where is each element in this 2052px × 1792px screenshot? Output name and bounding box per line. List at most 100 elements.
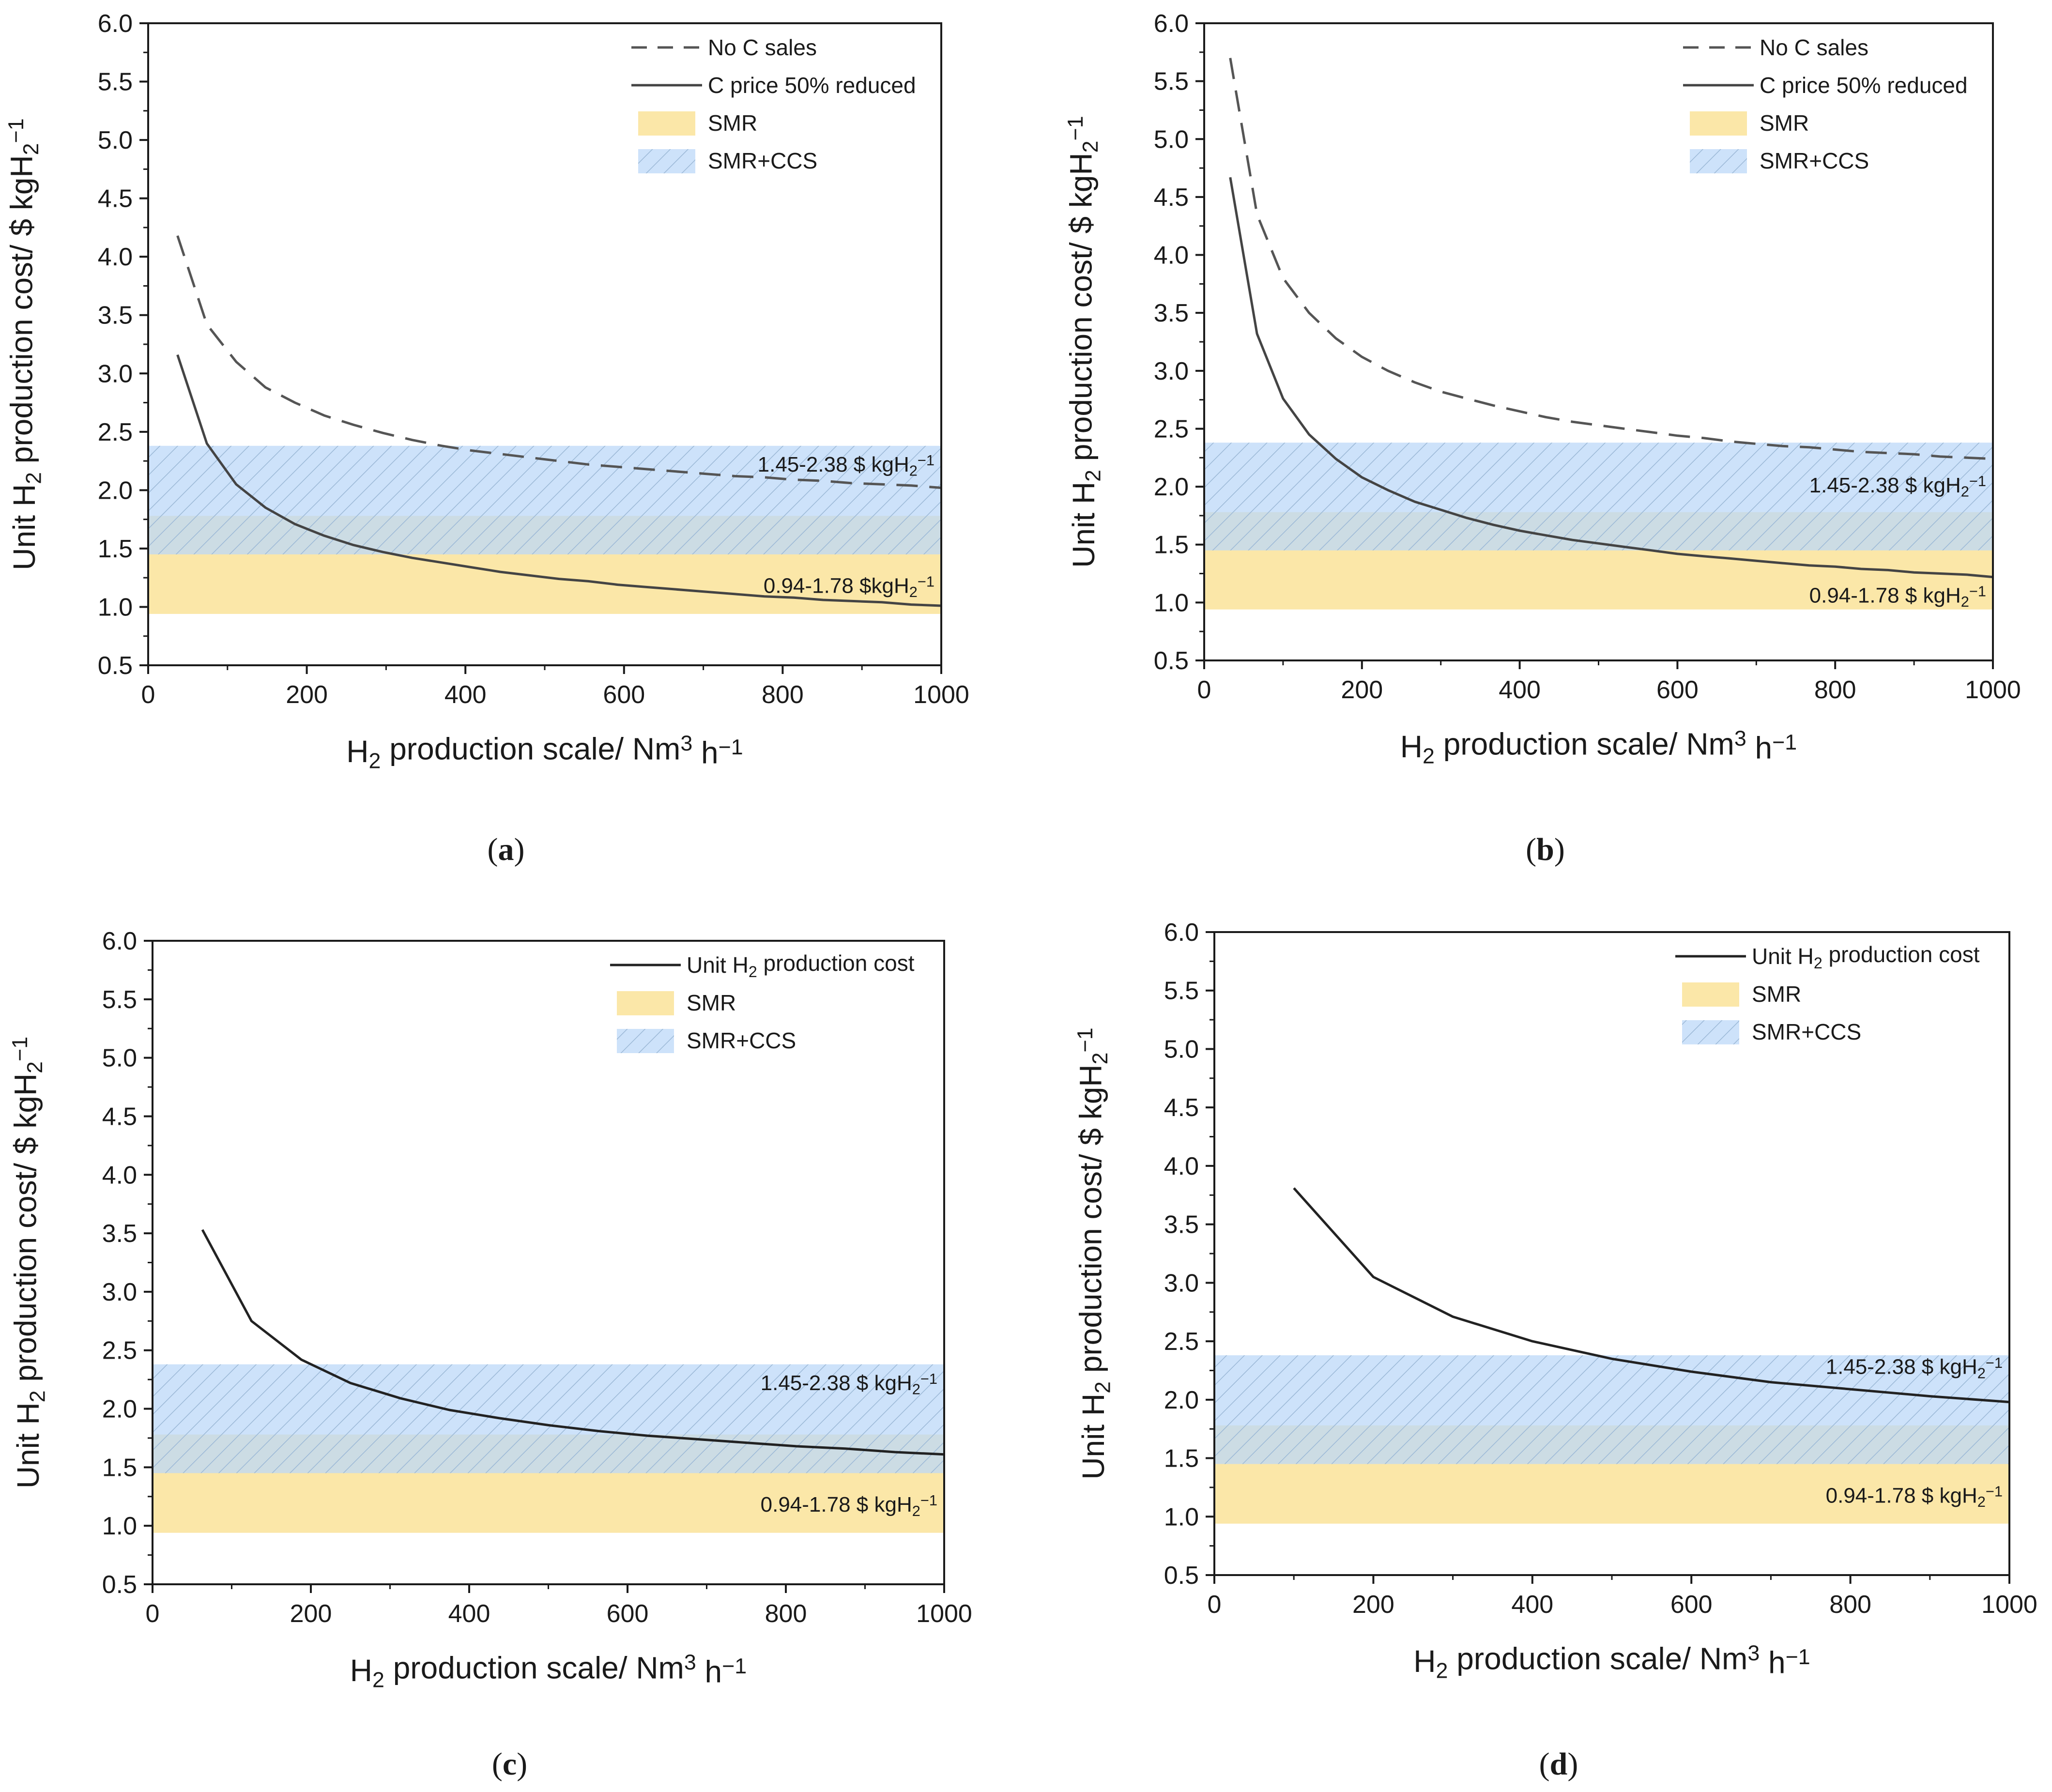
legend-label: Unit H2 production cost (1752, 942, 1980, 972)
band-label-smr: 0.94-1.78 $kgH2−1 (764, 573, 934, 601)
legend-label: SMR (1760, 110, 1809, 136)
x-axis-title: H2 production scale/ Nm3 h−1 (1400, 726, 1797, 768)
y-axis-title: Unit H2 production cost/ $ kgH2−1 (1073, 1027, 1115, 1479)
x-tick-label: 1000 (1965, 676, 2021, 704)
y-tick-label: 5.0 (98, 126, 133, 154)
series-line-c-price-50-reduced (176, 354, 942, 607)
x-tick-label: 200 (286, 681, 328, 709)
x-tick-label: 1000 (1981, 1591, 2037, 1619)
y-tick-label: 1.5 (1164, 1445, 1199, 1473)
y-axis-title: Unit H2 production cost/ $ kgH2−1 (8, 1037, 50, 1488)
x-tick-label: 600 (1670, 1591, 1713, 1619)
y-tick-label: 3.0 (1154, 357, 1189, 385)
x-tick-label: 400 (1499, 676, 1541, 704)
panel-label: (c) (492, 1746, 527, 1782)
y-tick-label: 6.0 (98, 10, 133, 38)
y-tick-label: 2.5 (98, 418, 133, 446)
y-tick-label: 3.5 (1154, 299, 1189, 327)
legend-swatch-smr (638, 111, 695, 136)
legend-swatch-smr-ccs (1682, 1020, 1739, 1044)
band-label-smr: 0.94-1.78 $ kgH2−1 (761, 1492, 937, 1519)
legend-label: SMR+CCS (687, 1028, 796, 1053)
y-tick-label: 0.5 (102, 1571, 137, 1599)
y-tick-label: 2.0 (1154, 473, 1189, 501)
y-tick-label: 2.0 (98, 476, 133, 505)
y-tick-label: 0.5 (1164, 1562, 1199, 1590)
band-label-smr-ccs: 1.45-2.38 $ kgH2−1 (761, 1370, 937, 1398)
y-axis-title: Unit H2 production cost/ $ kgH2−1 (4, 118, 46, 570)
x-tick-label: 200 (1352, 1591, 1394, 1619)
x-tick-label: 200 (1341, 676, 1383, 704)
x-tick-label: 800 (762, 681, 804, 709)
x-tick-label: 600 (607, 1600, 649, 1628)
x-tick-label: 0 (1197, 676, 1211, 704)
y-axis-title: Unit H2 production cost/ $ kgH2−1 (1063, 116, 1105, 567)
panel-label: (a) (488, 832, 525, 867)
x-tick-label: 200 (290, 1600, 332, 1628)
y-tick-label: 5.5 (98, 68, 133, 96)
y-tick-label: 5.5 (102, 986, 137, 1014)
panel-label: (b) (1526, 832, 1565, 867)
legend-label: SMR+CCS (708, 148, 817, 173)
band-smr-ccs (153, 1364, 944, 1473)
y-tick-label: 3.5 (1164, 1211, 1199, 1239)
legend-swatch-smr-ccs (617, 1029, 674, 1053)
y-tick-label: 5.0 (1154, 125, 1189, 153)
y-tick-label: 4.5 (1154, 184, 1189, 212)
y-tick-label: 4.5 (102, 1103, 137, 1131)
y-tick-label: 3.0 (98, 360, 133, 388)
y-tick-label: 1.0 (1154, 589, 1189, 617)
y-tick-label: 6.0 (102, 927, 137, 955)
band-label-smr-ccs: 1.45-2.38 $ kgH2−1 (1826, 1354, 2003, 1382)
x-tick-label: 800 (1814, 676, 1856, 704)
x-tick-label: 1000 (913, 681, 969, 709)
y-tick-label: 1.5 (102, 1454, 137, 1482)
band-smr-ccs (148, 445, 941, 554)
y-tick-label: 0.5 (98, 652, 133, 680)
panel-label: (d) (1539, 1746, 1578, 1782)
y-tick-label: 2.0 (102, 1395, 137, 1424)
chart-panel-d: 0 200 400 600 800 1000 0.5 1.0 1.5 2.0 2.5 3.0 3.5 4.… (1073, 919, 2037, 1782)
y-tick-label: 4.0 (98, 243, 133, 271)
legend-label: Unit H2 production cost (687, 950, 915, 980)
y-tick-label: 6.0 (1154, 10, 1189, 38)
x-tick-label: 600 (603, 681, 645, 709)
y-tick-label: 3.0 (102, 1278, 137, 1306)
band-smr-ccs (1214, 1355, 2009, 1464)
y-tick-label: 1.5 (1154, 531, 1189, 559)
legend-swatch-smr-ccs (1690, 149, 1747, 173)
series-line-no-c-sales (176, 235, 942, 489)
legend-label: No C sales (1760, 35, 1868, 60)
y-tick-label: 0.5 (1154, 647, 1189, 675)
legend-label: SMR (1752, 981, 1801, 1007)
legend-label: SMR+CCS (1760, 148, 1869, 173)
x-axis-title: H2 production scale/ Nm3 h−1 (350, 1650, 747, 1692)
band-label-smr-ccs: 1.45-2.38 $ kgH2−1 (758, 452, 934, 479)
chart-panel-c: 0 200 400 600 800 1000 0.5 1.0 1.5 2.0 2.5 3.0 3.5 4.… (8, 927, 972, 1782)
y-tick-label: 5.0 (102, 1044, 137, 1072)
x-tick-label: 400 (448, 1600, 490, 1628)
legend-swatch-smr (1690, 111, 1747, 136)
y-tick-label: 2.0 (1164, 1386, 1199, 1414)
y-tick-label: 3.5 (98, 302, 133, 330)
chart-panel-b: 0 200 400 600 800 1000 0.5 1.0 1.5 2.0 2.5 3.0 3.5 4.… (1063, 10, 2021, 867)
series-line-no-c-sales (1229, 58, 1993, 460)
legend-label: SMR (687, 990, 736, 1015)
x-axis-title: H2 production scale/ Nm3 h−1 (346, 731, 743, 773)
y-tick-label: 1.0 (1164, 1503, 1199, 1531)
y-tick-label: 5.5 (1164, 977, 1199, 1005)
y-tick-label: 4.5 (1164, 1094, 1199, 1122)
legend-label: C price 50% reduced (708, 73, 916, 98)
legend-label: SMR+CCS (1752, 1019, 1861, 1044)
x-tick-label: 1000 (916, 1600, 972, 1628)
y-tick-label: 6.0 (1164, 919, 1199, 947)
y-tick-label: 1.0 (98, 593, 133, 621)
series-line-c-price-50-reduced (1229, 177, 1993, 579)
y-tick-label: 3.5 (102, 1220, 137, 1248)
x-tick-label: 600 (1656, 676, 1699, 704)
y-tick-label: 5.0 (1164, 1035, 1199, 1063)
band-smr-ccs (1204, 443, 1993, 551)
y-tick-label: 4.0 (1154, 242, 1189, 270)
y-tick-label: 5.5 (1154, 68, 1189, 96)
